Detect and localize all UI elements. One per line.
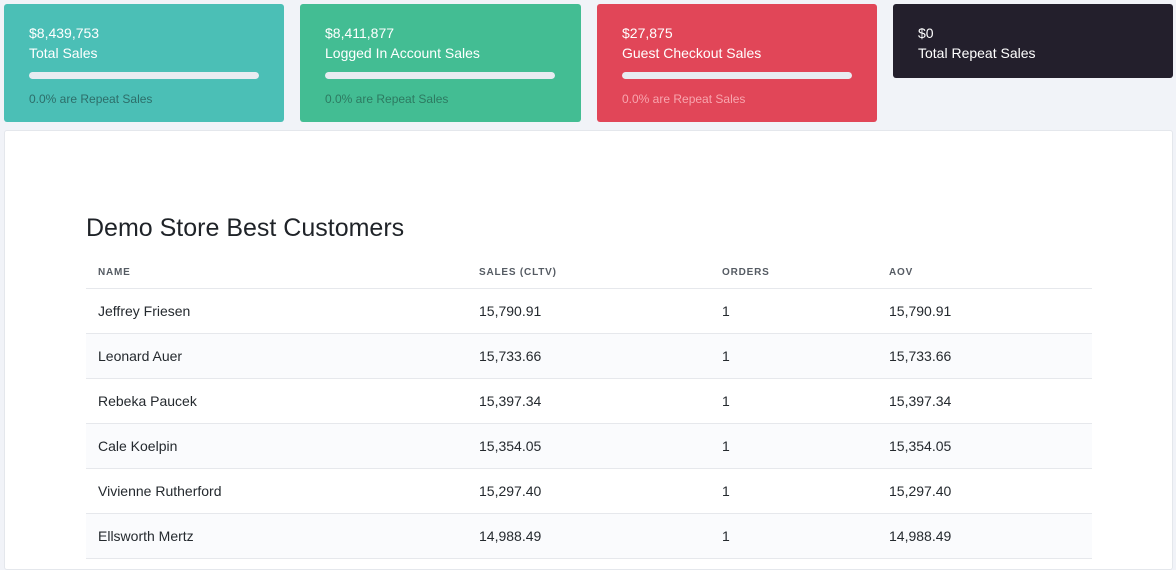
card-note: 0.0% are Repeat Sales xyxy=(622,92,746,106)
table-row[interactable]: Jeffrey Friesen 15,790.91 1 15,790.91 xyxy=(86,288,1092,334)
customer-aov: 15,397.34 xyxy=(877,378,1092,424)
progress-fill xyxy=(325,72,555,79)
customer-name: Rebeka Paucek xyxy=(86,378,467,424)
column-header-orders[interactable]: ORDERS xyxy=(710,257,877,289)
customer-sales: 14,988.49 xyxy=(467,513,710,559)
table-header-row: NAME SALES (CLTV) ORDERS AOV xyxy=(86,257,1092,289)
best-customers-panel: Demo Store Best Customers NAME SALES (CL… xyxy=(4,130,1173,570)
guest-checkout-sales-card: $27,875 Guest Checkout Sales 0.0% are Re… xyxy=(597,4,877,122)
customer-sales: 15,297.40 xyxy=(467,468,710,514)
customer-sales: 15,354.05 xyxy=(467,423,710,469)
progress-bar xyxy=(325,72,555,79)
column-header-name[interactable]: NAME xyxy=(86,257,467,289)
progress-bar xyxy=(622,72,852,79)
customer-name: Vivienne Rutherford xyxy=(86,468,467,514)
customer-orders: 1 xyxy=(710,378,877,424)
customer-sales: 15,790.91 xyxy=(467,288,710,334)
card-label: Total Sales xyxy=(29,45,98,61)
table-row[interactable]: Vivienne Rutherford 15,297.40 1 15,297.40 xyxy=(86,468,1092,514)
customer-orders: 1 xyxy=(710,333,877,379)
card-value: $27,875 xyxy=(622,25,673,41)
progress-fill xyxy=(622,72,852,79)
total-repeat-sales-card: $0 Total Repeat Sales xyxy=(893,4,1173,78)
customer-sales: 15,397.34 xyxy=(467,378,710,424)
customer-name: Ellsworth Mertz xyxy=(86,513,467,559)
card-label: Logged In Account Sales xyxy=(325,45,480,61)
customer-aov: 15,354.05 xyxy=(877,423,1092,469)
table-row[interactable]: Cale Koelpin 15,354.05 1 15,354.05 xyxy=(86,423,1092,469)
customer-aov: 15,733.66 xyxy=(877,333,1092,379)
customer-name: Leonard Auer xyxy=(86,333,467,379)
customer-orders: 1 xyxy=(710,288,877,334)
customer-aov: 14,988.49 xyxy=(877,513,1092,559)
logged-in-sales-card: $8,411,877 Logged In Account Sales 0.0% … xyxy=(300,4,581,122)
customer-orders: 1 xyxy=(710,513,877,559)
customer-aov: 15,790.91 xyxy=(877,288,1092,334)
card-label: Total Repeat Sales xyxy=(918,45,1036,61)
table-row[interactable]: Rebeka Paucek 15,397.34 1 15,397.34 xyxy=(86,378,1092,424)
customers-table: NAME SALES (CLTV) ORDERS AOV Jeffrey Fri… xyxy=(86,257,1092,559)
progress-bar xyxy=(29,72,259,79)
card-value: $8,439,753 xyxy=(29,25,100,41)
customer-sales: 15,733.66 xyxy=(467,333,710,379)
card-note: 0.0% are Repeat Sales xyxy=(29,92,153,106)
column-header-sales[interactable]: SALES (CLTV) xyxy=(467,257,710,289)
customer-name: Jeffrey Friesen xyxy=(86,288,467,334)
card-label: Guest Checkout Sales xyxy=(622,45,762,61)
summary-cards: $8,439,753 Total Sales 0.0% are Repeat S… xyxy=(4,4,1173,122)
customer-aov: 15,297.40 xyxy=(877,468,1092,514)
table-row[interactable]: Leonard Auer 15,733.66 1 15,733.66 xyxy=(86,333,1092,379)
table-row[interactable]: Ellsworth Mertz 14,988.49 1 14,988.49 xyxy=(86,513,1092,559)
customer-orders: 1 xyxy=(710,468,877,514)
card-value: $0 xyxy=(918,25,934,41)
column-header-aov[interactable]: AOV xyxy=(877,257,1092,289)
customer-name: Cale Koelpin xyxy=(86,423,467,469)
customer-orders: 1 xyxy=(710,423,877,469)
panel-title: Demo Store Best Customers xyxy=(86,214,405,242)
card-value: $8,411,877 xyxy=(325,25,395,41)
card-note: 0.0% are Repeat Sales xyxy=(325,92,449,106)
total-sales-card: $8,439,753 Total Sales 0.0% are Repeat S… xyxy=(4,4,284,122)
progress-fill xyxy=(29,72,259,79)
